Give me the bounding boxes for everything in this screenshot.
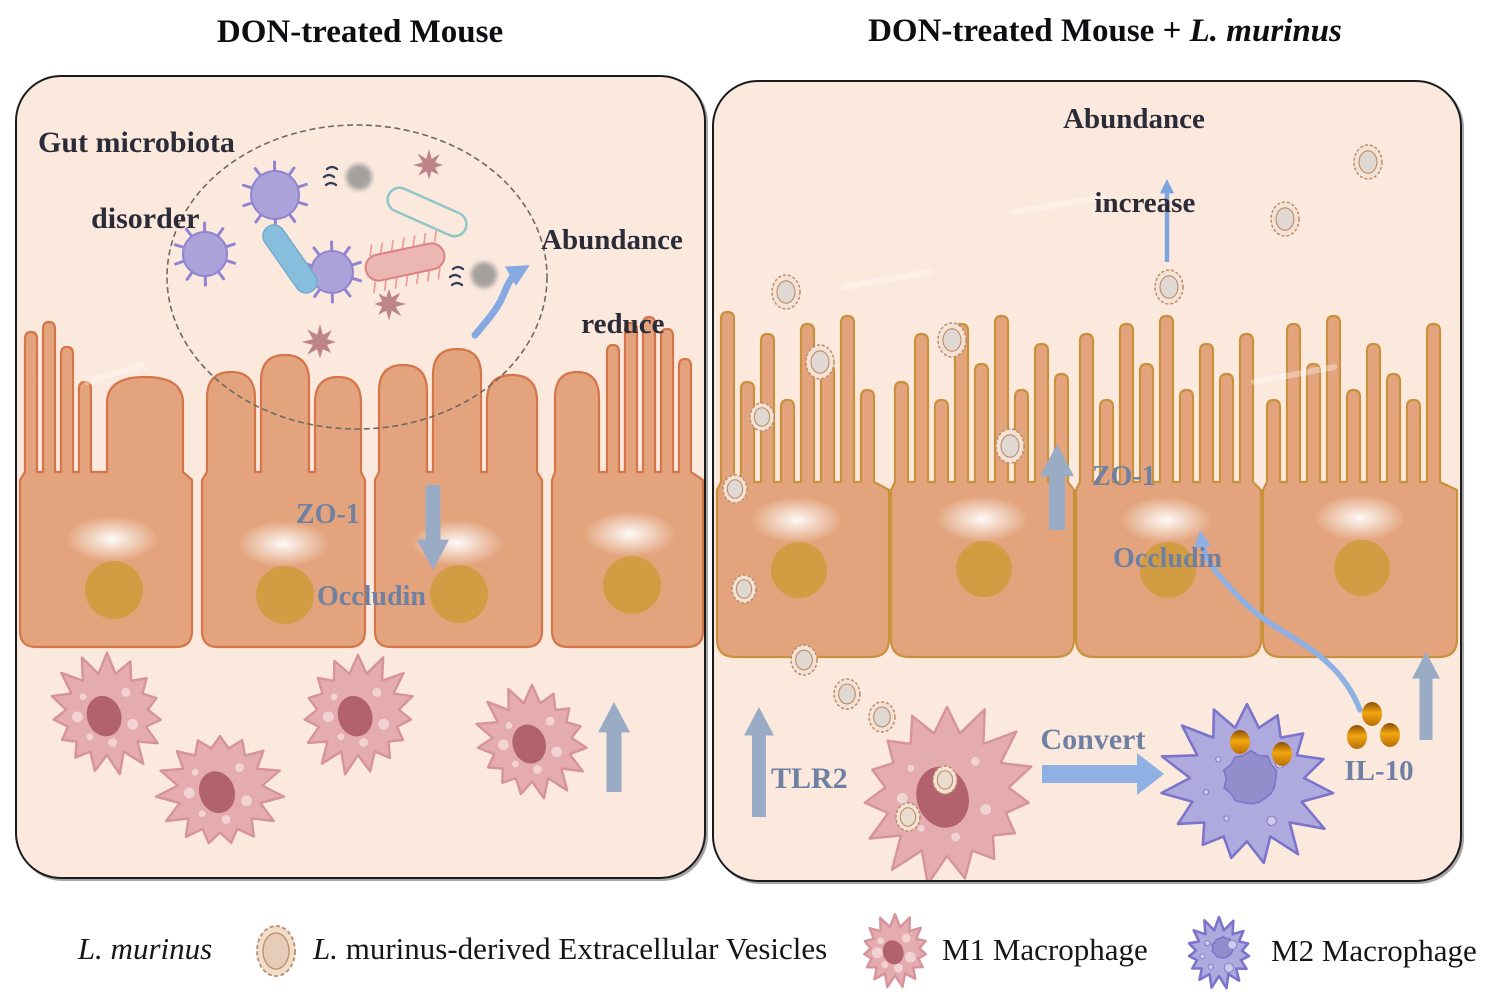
right-panel (712, 80, 1462, 882)
m2-macrophage-icon (1187, 915, 1251, 990)
m1-macrophage-icon (863, 913, 927, 989)
convert-label: Convert (1040, 723, 1146, 756)
right-panel-graphics (715, 144, 1459, 880)
abundance-increase-label: Abundance increase (1063, 103, 1205, 219)
abundance-reduce-label: Abundance reduce (541, 224, 683, 340)
right-title-species: L. murinus (1189, 13, 1342, 49)
left-panel (15, 75, 706, 879)
gut-microbiota-disorder-label: Gut microbiota disorder (38, 126, 235, 235)
left-panel-graphics (18, 124, 704, 845)
right-title-main: DON-treated Mouse + (868, 13, 1190, 49)
legend-lmurinus-label: L. murinus (77, 931, 213, 966)
vesicle-icon (256, 925, 296, 977)
right-panel-title: DON-treated Mouse + L. murinus (765, 13, 1445, 50)
legend-ev-label: L. murinus-derived Extracellular Vesicle… (313, 931, 828, 966)
legend-m2-label: M2 Macrophage (1271, 933, 1477, 968)
zo1-occludin-label-left: ZO-1 Occludin (296, 499, 426, 612)
legend-m1-label: M1 Macrophage (942, 932, 1148, 967)
left-panel-title: DON-treated Mouse (216, 14, 504, 50)
tlr2-label: TLR2 (771, 762, 848, 795)
il10-label: IL-10 (1344, 755, 1414, 787)
zo1-occludin-label-right: ZO-1 Occludin (1092, 461, 1222, 574)
